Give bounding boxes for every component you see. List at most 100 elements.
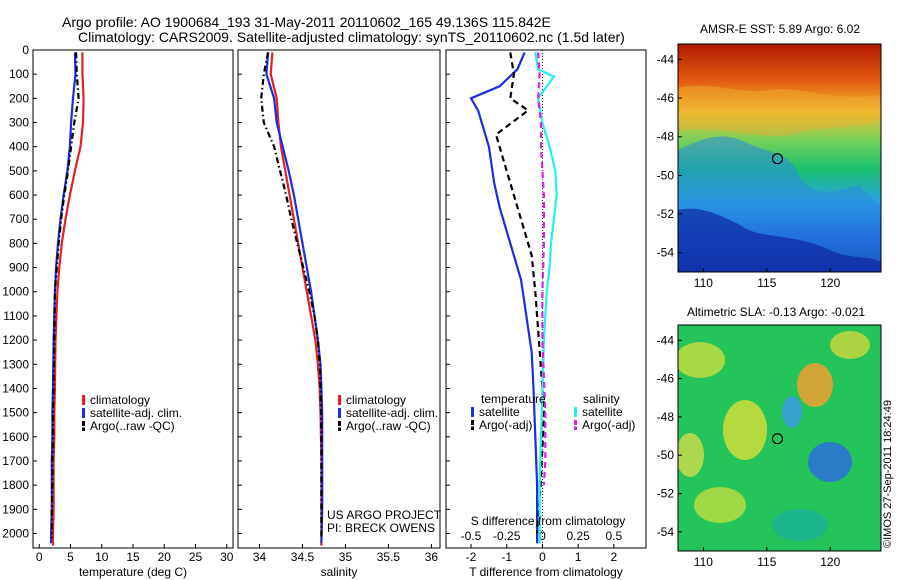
y-tick-label: 1200 [2,333,29,347]
credit-pi: PI: BRECK OWENS [327,521,435,535]
series-line-satellite-adj-clim- [49,52,77,544]
map-x-tick-label: 120 [820,276,840,290]
x-tick-label: 2 [611,550,618,564]
x-tick-label: 0.5 [606,529,623,543]
temperature-axes-frame [32,49,234,549]
salinity-x-axis: 34 34.5 35 35.5 36 [253,544,438,564]
sst-heatmap [678,44,881,272]
y-tick-label: 100 [9,67,29,81]
legend-swatch [82,408,85,418]
salinity-y-ticks [238,49,242,534]
sla-map-title: Altimetric SLA: -0.13 Argo: -0.021 [687,305,865,319]
figure-title-line2: Climatology: CARS2009. Satellite-adjuste… [78,29,625,45]
sst-float-marker [771,153,784,165]
legend-swatch [82,395,85,405]
map-x-tick-label: 115 [757,555,776,569]
x-tick-label: 35 [339,550,353,564]
series-line-satellite-adj-clim- [265,52,324,544]
series-line-climatology [51,52,85,546]
y-tick-label: 400 [9,140,29,154]
temperature-x-axis: 0 5 10 15 20 25 30 [36,544,234,564]
sst-cold-core [678,208,881,272]
x-tick-label: 0 [539,550,546,564]
x-tick-label: 35.5 [377,550,401,564]
legend-swatch-gap [338,426,341,428]
temperature-y-axis: 0 100 200 300 400 500 600 700 800 900 1000 1100 1200… [2,43,37,540]
salinity-panel: 34 34.5 35 35.5 36 salinity climatologysatel… [237,49,442,579]
legend-heading: salinity [583,392,620,406]
x-tick-label: 0 [36,550,43,564]
legend-label: Argo(..raw -QC) [90,419,175,433]
y-tick-label: 1700 [2,454,29,468]
x-tick-label: 10 [95,550,109,564]
series-line-temperature-argo-adj- [494,52,546,534]
map-y-tick-label: -50 [657,168,675,182]
legend-heading: temperature [481,392,546,406]
y-tick-label: 700 [9,212,29,226]
sla-float-marker [771,433,784,445]
x-tick-label: 1 [575,550,582,564]
temperature-panel: 0100200300400500600700800900100011001200… [2,43,233,579]
sla-blob [772,509,828,541]
y-tick-label: 1000 [2,285,29,299]
x-tick-label: 20 [158,550,172,564]
legend-swatch-gap [574,425,577,427]
sla-map-frame [677,324,882,552]
map-y-tick-label: -50 [657,448,675,462]
sla-blob [830,331,870,359]
y-tick-label: 1300 [2,357,29,371]
y-tick-label: 0 [22,43,29,57]
legend-swatch [471,407,474,417]
sla-blob [694,487,746,523]
legend-label: satellite-adj. clim. [346,406,438,420]
legend-label: climatology [346,393,406,407]
x-tick-label: -2 [466,550,477,564]
sst-map-axes: -44 -46 -48 -50 -52 -54 110 115 120 [657,52,841,290]
legend-swatch [574,407,577,417]
legend-label: Argo(-adj) [479,418,532,432]
sst-front [678,85,881,137]
legend-label: Argo(-adj) [582,418,635,432]
y-tick-label: 900 [9,261,29,275]
x-tick-label: -1 [501,550,512,564]
sla-blob [808,442,852,482]
map-y-tick-label: -54 [657,246,675,260]
map-y-tick-label: -48 [657,410,675,424]
x-tick-label: 5 [67,550,74,564]
temperature-x-label: temperature (deg C) [79,565,187,579]
x-tick-label: -0.5 [461,529,482,543]
legend-label: climatology [90,393,150,407]
map-x-tick-label: 115 [757,276,776,290]
map-x-tick-label: 110 [694,555,713,569]
credit-project: US ARGO PROJECT [327,508,442,522]
y-tick-label: 300 [9,116,29,130]
x-tick-label: 30 [220,550,234,564]
difference-series [469,51,558,544]
imos-stamp: ©IMOS 27-Sep-2011 18:24:49 [882,400,894,548]
sst-map-panel: AMSR-E SST: 5.89 Argo: 6.02 -44 -46 -48 -50… [657,22,882,290]
salinity-x-label: salinity [321,565,358,579]
y-tick-label: 800 [9,236,29,250]
map-y-tick-label: -46 [657,91,675,105]
difference-s-label: S difference from climatology [471,514,626,528]
y-tick-label: 1800 [2,478,29,492]
y-tick-label: 1600 [2,430,29,444]
map-x-tick-label: 110 [694,276,713,290]
y-tick-label: 1500 [2,406,29,420]
difference-panel: -2 -1 0 1 2 -0.5 -0.25 0 0.25 0.5 S difference f… [445,49,647,579]
series-line-argo-raw-qc- [260,52,323,539]
x-tick-label: 34.5 [291,550,315,564]
x-tick-label: 15 [126,550,140,564]
y-tick-label: 2000 [2,526,29,540]
salinity-axes-frame [237,49,441,549]
sla-map-panel: Altimetric SLA: -0.13 Argo: -0.021 -44-4… [657,305,882,569]
sla-blob [678,342,725,378]
legend-swatch [338,408,341,418]
y-tick-label: 500 [9,164,29,178]
map-y-tick-label: -46 [657,372,675,386]
series-line-salinity-argo-adj- [536,52,547,486]
